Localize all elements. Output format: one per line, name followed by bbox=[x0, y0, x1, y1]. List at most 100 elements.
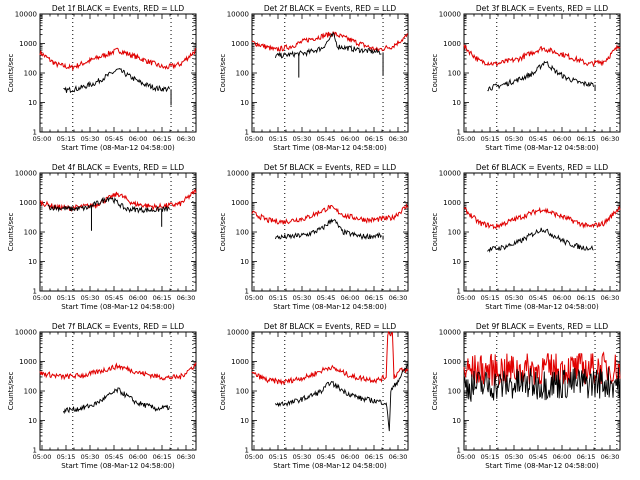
x-tick-label: 06:00 bbox=[341, 294, 360, 302]
x-tick-label: 06:15 bbox=[153, 453, 172, 461]
y-tick-label: 100 bbox=[24, 388, 37, 396]
y-tick-label: 10000 bbox=[439, 170, 461, 178]
x-tick-label: 05:15 bbox=[57, 294, 76, 302]
panel-title: Det 8f BLACK = Events, RED = LLD bbox=[264, 322, 397, 331]
x-tick-label: 05:30 bbox=[293, 294, 312, 302]
x-axis-label: Start Time (08-Mar-12 04:58:00) bbox=[485, 303, 599, 311]
x-axis-label: Start Time (08-Mar-12 04:58:00) bbox=[273, 144, 387, 152]
y-tick-label: 100 bbox=[24, 70, 37, 78]
x-axis-label: Start Time (08-Mar-12 04:58:00) bbox=[273, 462, 387, 470]
x-tick-label: 06:30 bbox=[177, 453, 196, 461]
x-tick-label: 05:45 bbox=[529, 453, 548, 461]
series-events bbox=[62, 387, 170, 415]
x-tick-label: 05:30 bbox=[81, 294, 100, 302]
y-tick-label: 1 bbox=[457, 447, 461, 455]
x-axis-label: Start Time (08-Mar-12 04:58:00) bbox=[61, 462, 175, 470]
y-tick-label: 10 bbox=[28, 258, 37, 266]
x-tick-label: 05:00 bbox=[457, 294, 476, 302]
x-tick-label: 06:30 bbox=[389, 453, 408, 461]
series-events bbox=[274, 31, 382, 59]
y-axis-label: Counts/sec bbox=[7, 54, 15, 93]
y-tick-label: 10 bbox=[452, 99, 461, 107]
x-tick-label: 05:00 bbox=[245, 453, 264, 461]
series-events bbox=[275, 363, 409, 432]
y-tick-label: 10 bbox=[28, 99, 37, 107]
x-tick-label: 05:15 bbox=[57, 453, 76, 461]
x-tick-label: 06:00 bbox=[553, 453, 572, 461]
x-tick-label: 06:00 bbox=[129, 294, 148, 302]
x-tick-label: 05:00 bbox=[33, 453, 52, 461]
y-tick-label: 1000 bbox=[443, 358, 461, 366]
x-tick-label: 05:15 bbox=[481, 294, 500, 302]
x-tick-label: 06:00 bbox=[129, 135, 148, 143]
panel-8: Det 8f BLACK = Events, RED = LLD 1 10 100 10… bbox=[219, 322, 409, 470]
x-tick-label: 06:00 bbox=[129, 453, 148, 461]
x-tick-label: 06:15 bbox=[153, 294, 172, 302]
series-events bbox=[274, 218, 382, 241]
series-events bbox=[487, 227, 594, 253]
panel-4: Det 4f BLACK = Events, RED = LLD 1 10 100 10… bbox=[7, 163, 197, 311]
y-tick-label: 10 bbox=[452, 258, 461, 266]
x-tick-label: 06:30 bbox=[177, 294, 196, 302]
series-events bbox=[463, 367, 621, 402]
x-tick-label: 05:30 bbox=[293, 453, 312, 461]
y-tick-label: 100 bbox=[448, 70, 461, 78]
plot-frame bbox=[39, 13, 197, 133]
y-tick-label: 100 bbox=[448, 388, 461, 396]
y-tick-label: 10000 bbox=[227, 11, 249, 19]
x-tick-label: 06:30 bbox=[177, 135, 196, 143]
x-tick-label: 05:00 bbox=[245, 135, 264, 143]
x-axis-label: Start Time (08-Mar-12 04:58:00) bbox=[485, 144, 599, 152]
y-tick-label: 1000 bbox=[231, 358, 249, 366]
x-tick-label: 06:30 bbox=[601, 453, 620, 461]
series-lld bbox=[39, 362, 197, 381]
y-tick-label: 100 bbox=[236, 70, 249, 78]
x-tick-label: 05:45 bbox=[529, 135, 548, 143]
y-tick-label: 10 bbox=[452, 417, 461, 425]
x-tick-label: 05:45 bbox=[529, 294, 548, 302]
series-lld bbox=[39, 47, 197, 72]
y-tick-label: 1000 bbox=[231, 199, 249, 207]
y-tick-label: 1000 bbox=[231, 40, 249, 48]
y-tick-label: 1000 bbox=[19, 358, 37, 366]
y-tick-label: 100 bbox=[24, 229, 37, 237]
x-tick-label: 06:00 bbox=[341, 453, 360, 461]
x-tick-label: 05:15 bbox=[481, 453, 500, 461]
plot-frame bbox=[251, 13, 409, 133]
panel-title: Det 5f BLACK = Events, RED = LLD bbox=[264, 163, 397, 172]
x-tick-label: 05:15 bbox=[57, 135, 76, 143]
plot-frame bbox=[39, 172, 197, 292]
series-events bbox=[487, 60, 594, 92]
y-axis-label: Counts/sec bbox=[431, 213, 439, 252]
x-tick-label: 05:00 bbox=[33, 135, 52, 143]
y-tick-label: 10 bbox=[240, 258, 249, 266]
x-axis-label: Start Time (08-Mar-12 04:58:00) bbox=[61, 144, 175, 152]
x-tick-label: 05:30 bbox=[505, 294, 524, 302]
y-tick-label: 1 bbox=[457, 129, 461, 137]
y-tick-label: 1 bbox=[457, 288, 461, 296]
x-tick-label: 05:45 bbox=[105, 453, 124, 461]
plot-frame bbox=[39, 331, 197, 451]
y-tick-label: 10000 bbox=[15, 329, 37, 337]
x-tick-label: 05:30 bbox=[505, 135, 524, 143]
y-axis-label: Counts/sec bbox=[7, 372, 15, 411]
x-tick-label: 05:45 bbox=[105, 294, 124, 302]
y-tick-label: 10000 bbox=[439, 11, 461, 19]
panel-5: Det 5f BLACK = Events, RED = LLD 1 10 100 10… bbox=[219, 163, 409, 311]
y-tick-label: 1 bbox=[33, 288, 37, 296]
series-lld bbox=[463, 205, 621, 230]
x-tick-label: 05:00 bbox=[457, 453, 476, 461]
x-tick-label: 05:30 bbox=[81, 135, 100, 143]
y-tick-label: 1 bbox=[245, 447, 249, 455]
series-events bbox=[63, 67, 170, 94]
y-tick-label: 1000 bbox=[19, 199, 37, 207]
series-lld bbox=[251, 203, 409, 225]
panel-title: Det 6f BLACK = Events, RED = LLD bbox=[476, 163, 609, 172]
x-axis-label: Start Time (08-Mar-12 04:58:00) bbox=[485, 462, 599, 470]
x-tick-label: 05:00 bbox=[457, 135, 476, 143]
x-tick-label: 05:45 bbox=[317, 453, 336, 461]
y-axis-label: Counts/sec bbox=[219, 372, 227, 411]
y-tick-label: 100 bbox=[236, 388, 249, 396]
x-tick-label: 06:15 bbox=[577, 453, 596, 461]
y-tick-label: 1000 bbox=[443, 40, 461, 48]
